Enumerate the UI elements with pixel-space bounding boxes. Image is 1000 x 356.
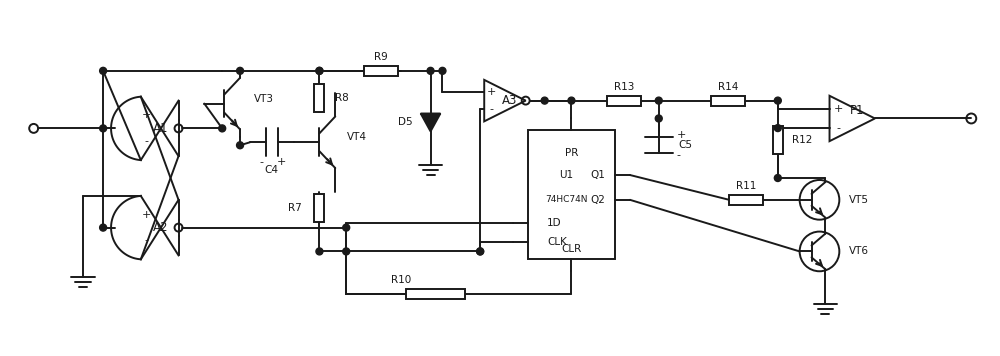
Text: CLK: CLK <box>547 237 567 247</box>
Text: CLR: CLR <box>561 245 582 255</box>
Text: U1: U1 <box>559 170 574 180</box>
Text: P1: P1 <box>850 104 864 117</box>
Text: R14: R14 <box>718 82 738 92</box>
Text: R12: R12 <box>792 135 812 145</box>
Text: R10: R10 <box>391 275 411 285</box>
Text: VT4: VT4 <box>347 132 367 142</box>
Circle shape <box>343 224 350 231</box>
Circle shape <box>774 125 781 132</box>
Text: -: - <box>145 236 149 246</box>
Text: VT3: VT3 <box>254 94 274 104</box>
Text: R7: R7 <box>288 203 302 213</box>
Bar <box>729 195 763 205</box>
Text: R8: R8 <box>335 93 349 103</box>
Text: VT6: VT6 <box>849 246 869 256</box>
Bar <box>773 126 783 154</box>
Text: -: - <box>260 157 264 167</box>
Text: Q2: Q2 <box>591 195 606 205</box>
Text: A3: A3 <box>502 94 518 107</box>
Text: R9: R9 <box>374 52 388 62</box>
Bar <box>364 66 398 76</box>
Text: C5: C5 <box>679 140 693 150</box>
Text: +: + <box>677 130 686 140</box>
Circle shape <box>100 67 107 74</box>
Circle shape <box>316 67 323 74</box>
Text: -: - <box>145 136 149 146</box>
Text: -: - <box>836 123 840 133</box>
Circle shape <box>219 125 226 132</box>
Bar <box>314 194 324 222</box>
Circle shape <box>100 224 107 231</box>
Text: -: - <box>490 104 494 114</box>
Circle shape <box>568 97 575 104</box>
Circle shape <box>237 142 244 149</box>
Text: R11: R11 <box>736 181 756 191</box>
Circle shape <box>439 67 446 74</box>
Circle shape <box>316 67 323 74</box>
Text: +: + <box>834 104 843 114</box>
Circle shape <box>316 248 323 255</box>
Text: PR: PR <box>565 148 578 158</box>
Circle shape <box>100 125 107 132</box>
Text: D5: D5 <box>398 117 413 127</box>
Circle shape <box>477 248 484 255</box>
Bar <box>314 84 324 111</box>
Text: Q1: Q1 <box>591 170 606 180</box>
Text: +: + <box>142 210 151 220</box>
Bar <box>607 96 641 106</box>
Text: A2: A2 <box>153 221 168 234</box>
Text: A1: A1 <box>153 122 168 135</box>
Circle shape <box>774 97 781 104</box>
Text: R13: R13 <box>614 82 634 92</box>
Text: +: + <box>277 157 286 167</box>
Circle shape <box>774 174 781 182</box>
Text: VT5: VT5 <box>849 195 869 205</box>
Text: 1D: 1D <box>547 218 562 227</box>
Polygon shape <box>421 114 440 131</box>
Bar <box>711 96 745 106</box>
Circle shape <box>427 67 434 74</box>
Text: +: + <box>142 110 151 120</box>
Bar <box>528 130 615 260</box>
Circle shape <box>655 97 662 104</box>
Circle shape <box>541 97 548 104</box>
Bar <box>406 289 465 299</box>
Text: 74HC74N: 74HC74N <box>545 195 588 204</box>
Text: -: - <box>677 150 681 160</box>
Text: +: + <box>487 87 496 97</box>
Circle shape <box>477 248 484 255</box>
Text: C4: C4 <box>265 165 279 175</box>
Circle shape <box>655 115 662 122</box>
Circle shape <box>237 67 244 74</box>
Circle shape <box>343 248 350 255</box>
